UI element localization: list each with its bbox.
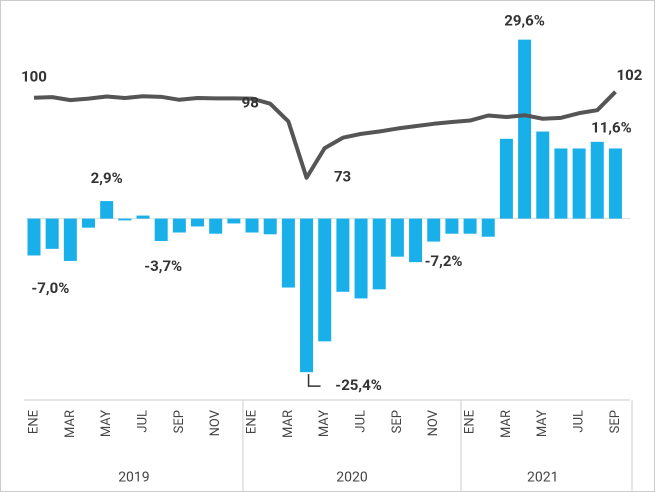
bar xyxy=(445,218,459,234)
x-tick: MAR xyxy=(281,410,296,438)
data-label: -3,7% xyxy=(144,257,182,275)
bar xyxy=(463,218,477,234)
x-tick-label: JUL xyxy=(135,410,150,433)
bar xyxy=(354,218,368,299)
data-label: 102 xyxy=(617,66,643,84)
bar xyxy=(118,218,132,221)
bar xyxy=(409,218,423,263)
bar xyxy=(572,148,586,219)
data-label: 98 xyxy=(242,94,259,112)
x-tick: JUL xyxy=(353,410,368,433)
x-tick: MAR xyxy=(499,410,514,438)
bar xyxy=(45,218,59,249)
bar xyxy=(172,218,186,233)
x-tick-label: NOV xyxy=(426,409,441,436)
x-tick: SEP xyxy=(608,410,623,433)
x-tick-label: MAY xyxy=(317,410,332,437)
bar xyxy=(191,218,205,227)
x-tick: JUL xyxy=(572,410,587,433)
bar xyxy=(608,148,622,219)
x-tick: ENE xyxy=(244,410,259,434)
x-tick-label: SEP xyxy=(172,410,187,433)
x-tick-label: ENE xyxy=(463,410,478,434)
x-tick-label: JUL xyxy=(353,410,368,433)
data-label: 2,9% xyxy=(91,169,123,187)
bar xyxy=(100,201,114,219)
x-tick-label: MAR xyxy=(281,410,296,438)
leader-line xyxy=(307,374,321,387)
bar xyxy=(63,218,77,261)
bar xyxy=(82,218,96,228)
x-tick-label: ENE xyxy=(244,410,259,434)
data-label: 73 xyxy=(334,168,351,186)
year-label: 2021 xyxy=(527,470,558,486)
data-label: -7,0% xyxy=(31,279,69,297)
data-label: -7,2% xyxy=(425,252,463,270)
data-label: 11,6% xyxy=(591,118,632,136)
data-label: -25,4% xyxy=(335,376,382,394)
bar xyxy=(372,218,386,290)
bar xyxy=(536,131,550,219)
x-tick: NOV xyxy=(426,409,441,436)
x-tick-label: MAR xyxy=(499,410,514,438)
x-tick-label: MAY xyxy=(535,410,550,437)
x-tick: SEP xyxy=(172,410,187,433)
x-tick-label: MAY xyxy=(99,410,114,437)
bar xyxy=(136,215,150,219)
x-tick: MAR xyxy=(63,410,78,438)
x-tick-label: SEP xyxy=(390,410,405,433)
bar xyxy=(427,218,441,242)
x-tick: SEP xyxy=(390,410,405,433)
bar xyxy=(499,138,513,219)
x-tick-label: NOV xyxy=(208,409,223,436)
bar xyxy=(154,218,168,241)
x-tick-label: ENE xyxy=(26,410,41,434)
bar xyxy=(263,218,277,235)
x-tick-label: SEP xyxy=(608,410,623,433)
bar xyxy=(209,218,223,234)
x-tick-label: JUL xyxy=(572,410,587,433)
x-tick: JUL xyxy=(135,410,150,433)
data-label: 100 xyxy=(21,68,47,86)
index-line xyxy=(33,90,617,180)
bar xyxy=(227,218,241,224)
x-tick: MAY xyxy=(99,410,114,437)
x-tick-label: MAR xyxy=(63,410,78,438)
bar xyxy=(318,218,332,342)
bar xyxy=(336,218,350,292)
bar xyxy=(554,148,568,219)
bar xyxy=(590,141,604,219)
bar xyxy=(245,218,259,233)
bar xyxy=(300,218,314,373)
bar xyxy=(390,218,404,257)
x-tick: MAY xyxy=(535,410,550,437)
year-label: 2019 xyxy=(118,470,149,486)
x-tick: MAY xyxy=(317,410,332,437)
x-tick: ENE xyxy=(26,410,41,434)
bar xyxy=(518,39,532,219)
year-label: 2020 xyxy=(336,470,368,486)
x-tick: NOV xyxy=(208,409,223,436)
bar xyxy=(281,218,295,288)
bar xyxy=(481,218,495,237)
x-tick: ENE xyxy=(463,410,478,434)
bar xyxy=(27,218,41,256)
data-label: 29,6% xyxy=(504,12,545,30)
